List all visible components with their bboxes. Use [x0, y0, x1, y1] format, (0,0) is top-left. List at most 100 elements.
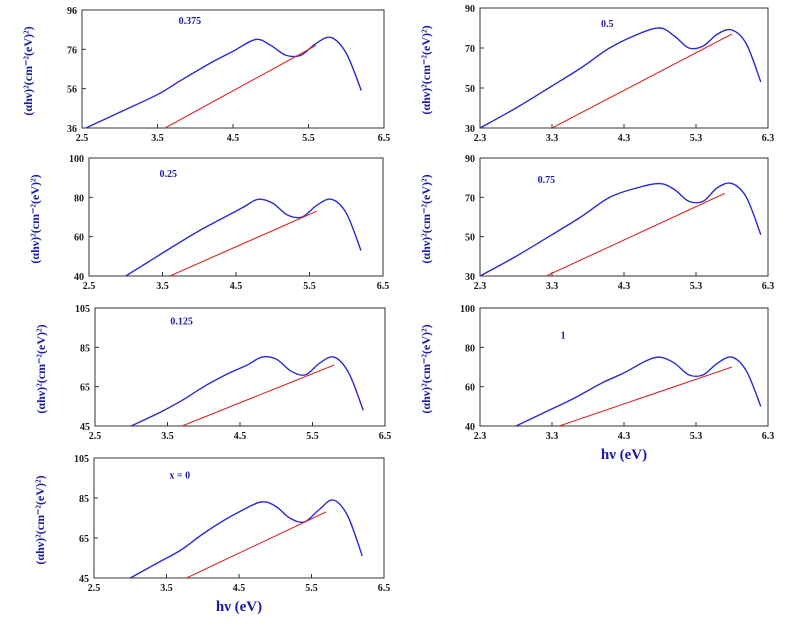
- panel-6: 2.5 3.5 4.5 5.5 6.5 45 65 85 105 x = 0 (αhν)²(cm⁻²…: [33, 454, 390, 615]
- panel-0: 2.5 3.5 4.5 5.5 6.5 36 56 76 96 0.375 (αhν)²(cm⁻²(…: [21, 6, 390, 144]
- x-tick-label: 6.5: [377, 281, 390, 292]
- y-tick-label: 45: [80, 422, 90, 433]
- y-axis-label: (αhν)²(cm⁻²(eV)²): [419, 25, 433, 114]
- absorption-curve: [130, 356, 364, 426]
- y-tick-label: 65: [79, 534, 89, 545]
- panel-2: 2.5 3.5 4.5 5.5 6.5 40 60 80 100 0.25 (αhν)²(cm⁻²(…: [28, 154, 389, 292]
- composition-label: 0.75: [538, 175, 556, 186]
- y-tick-label: 70: [465, 44, 475, 55]
- y-tick-label: 76: [67, 45, 77, 56]
- y-tick-label: 40: [74, 272, 84, 283]
- x-tick-label: 5.5: [303, 281, 316, 292]
- x-tick-label: 2.5: [88, 583, 101, 594]
- panel-1: 2.3 3.3 4.3 5.3 6.3 30 50 70 90 0.5 (αhν)²(cm⁻²(eV…: [419, 4, 774, 144]
- y-tick-label: 70: [465, 193, 475, 204]
- x-tick-label: 5.3: [690, 431, 703, 442]
- tauc-fit-line: [551, 33, 733, 128]
- absorption-curve: [125, 198, 362, 276]
- plot-frame: [88, 157, 384, 277]
- composition-label: 0.375: [179, 16, 202, 27]
- y-tick-label: 100: [460, 304, 475, 315]
- x-tick-label: 3.5: [156, 281, 169, 292]
- tauc-fit-line: [164, 44, 317, 128]
- y-tick-label: 40: [465, 422, 475, 433]
- y-tick-label: 85: [79, 494, 89, 505]
- x-tick-label: 4.3: [618, 431, 631, 442]
- y-axis-label: (αhν)²(cm⁻²(eV)²): [34, 324, 48, 413]
- y-tick-label: 105: [74, 454, 89, 465]
- plot-frame: [81, 9, 385, 129]
- tauc-fit-line: [544, 192, 726, 276]
- x-axis-label: hν (eV): [216, 599, 262, 615]
- y-axis-label: (αhν)²(cm⁻²(eV)²): [33, 475, 47, 564]
- x-tick-label: 3.5: [151, 133, 164, 144]
- x-tick-label: 5.5: [302, 133, 315, 144]
- absorption-curve: [480, 182, 762, 276]
- y-tick-label: 85: [80, 343, 90, 354]
- y-tick-label: 100: [69, 154, 84, 165]
- x-tick-label: 5.3: [690, 133, 703, 144]
- x-tick-label: 5.5: [306, 431, 319, 442]
- panel-5: 2.3 3.3 4.3 5.3 6.3 40 60 80 100 1 (αhν)²(cm⁻²(eV)…: [419, 304, 774, 463]
- x-axis-label: hν (eV): [601, 447, 647, 463]
- absorption-curve: [85, 36, 362, 128]
- x-tick-label: 2.3: [474, 431, 487, 442]
- y-tick-label: 65: [80, 383, 90, 394]
- tauc-fit-line: [169, 210, 318, 276]
- y-tick-label: 50: [465, 233, 475, 244]
- composition-label: 0.125: [170, 317, 193, 328]
- y-tick-label: 60: [465, 383, 475, 394]
- x-tick-label: 2.3: [474, 281, 487, 292]
- x-tick-label: 5.5: [305, 583, 318, 594]
- y-tick-label: 30: [465, 272, 475, 283]
- x-tick-label: 2.3: [474, 133, 487, 144]
- absorption-curve: [129, 499, 363, 578]
- y-tick-label: 36: [67, 124, 77, 135]
- y-tick-label: 56: [67, 85, 77, 96]
- x-tick-label: 4.3: [618, 281, 631, 292]
- tauc-fit-line: [559, 366, 733, 426]
- x-tick-label: 4.5: [227, 133, 240, 144]
- x-tick-label: 6.3: [762, 281, 775, 292]
- absorption-curve: [480, 27, 762, 128]
- y-tick-label: 80: [74, 193, 84, 204]
- x-tick-label: 6.5: [378, 583, 391, 594]
- y-axis-label: (αhν)²(cm⁻²(eV)²): [419, 324, 433, 413]
- x-tick-label: 2.5: [89, 431, 102, 442]
- x-tick-label: 4.5: [234, 431, 247, 442]
- x-tick-label: 4.5: [230, 281, 243, 292]
- x-tick-label: 6.3: [762, 431, 775, 442]
- y-tick-label: 96: [67, 6, 77, 17]
- y-tick-label: 50: [465, 84, 475, 95]
- x-tick-label: 2.5: [76, 133, 89, 144]
- plot-frame: [479, 157, 769, 277]
- y-tick-label: 90: [465, 4, 475, 15]
- composition-label: 1: [561, 331, 566, 342]
- x-tick-label: 3.5: [161, 431, 174, 442]
- x-tick-label: 3.3: [546, 431, 559, 442]
- x-tick-label: 4.3: [618, 133, 631, 144]
- plot-frame: [479, 307, 769, 427]
- x-tick-label: 4.5: [233, 583, 246, 594]
- y-tick-label: 45: [79, 574, 89, 585]
- x-tick-label: 6.5: [379, 431, 392, 442]
- tauc-fit-line: [181, 364, 335, 426]
- x-tick-label: 3.5: [160, 583, 173, 594]
- y-axis-label: (αhν)²(cm⁻²(eV)²): [28, 174, 42, 263]
- x-tick-label: 6.3: [762, 133, 775, 144]
- plot-frame: [93, 457, 385, 579]
- x-tick-label: 2.5: [83, 281, 96, 292]
- y-tick-label: 90: [465, 154, 475, 165]
- absorption-curve: [515, 356, 762, 426]
- y-tick-label: 80: [465, 343, 475, 354]
- y-axis-label: (αhν)²(cm⁻²(eV)²): [419, 174, 433, 263]
- y-tick-label: 105: [75, 304, 90, 315]
- panel-4: 2.5 3.5 4.5 5.5 6.5 45 65 85 105 0.125 (αhν)²(cm⁻²…: [34, 304, 391, 442]
- y-tick-label: 30: [465, 124, 475, 135]
- x-tick-label: 6.5: [378, 133, 391, 144]
- composition-label: 0.25: [160, 169, 178, 180]
- composition-label: x = 0: [169, 470, 190, 481]
- panel-3: 2.3 3.3 4.3 5.3 6.3 30 50 70 90 0.75 (αhν)²(cm⁻²(e…: [419, 154, 774, 292]
- x-tick-label: 5.3: [690, 281, 703, 292]
